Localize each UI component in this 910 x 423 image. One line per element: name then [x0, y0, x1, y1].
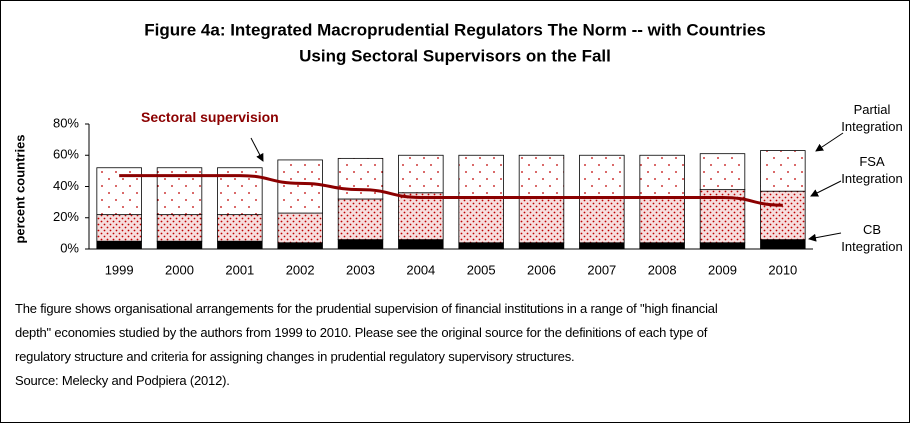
x-tick-label: 2001: [225, 262, 254, 277]
bar-segment: [398, 154, 444, 194]
x-tick-label: 2000: [165, 262, 194, 277]
y-tick-label: 20%: [53, 209, 79, 224]
bar-segment: [579, 242, 625, 250]
note: regulatory structure and criteria for as…: [15, 349, 575, 364]
x-tick-label: 2002: [286, 262, 315, 277]
note: depth" economies studied by the authors …: [15, 325, 708, 340]
x-tick-label: 2009: [708, 262, 737, 277]
x-tick-label: 1999: [105, 262, 134, 277]
bar-segment: [639, 242, 685, 250]
bar-segment: [639, 154, 685, 198]
chart-title: Figure 4a: Integrated Macroprudential Re…: [144, 20, 766, 39]
note: The figure shows organisational arrangem…: [15, 301, 718, 316]
bar-segment: [337, 157, 384, 200]
x-tick-label: 2005: [467, 262, 496, 277]
bar-segment: [217, 240, 263, 250]
bar-segment: [579, 154, 625, 198]
line-series: [119, 174, 783, 207]
x-tick-label: 2007: [587, 262, 616, 277]
bar-segment: [96, 240, 142, 250]
arrow: [250, 137, 264, 162]
x-tick-label: 2010: [768, 262, 797, 277]
source: Source: Melecky and Podpiera (2012).: [15, 373, 230, 388]
arrow: [810, 180, 842, 197]
x-tick-label: 2004: [406, 262, 435, 277]
bar-segment: [760, 239, 806, 250]
y-tick-label: 60%: [53, 147, 79, 162]
bar-segment: [398, 192, 444, 241]
y-axis-label: percent countries: [12, 134, 27, 243]
arrow: [815, 132, 844, 152]
chart-title: Using Sectoral Supervisors on the Fall: [299, 46, 611, 65]
series-label: FSA Integration: [841, 154, 903, 186]
series-label: Partial Integration: [841, 102, 903, 134]
bar-segment: [760, 150, 806, 192]
y-tick-label: 80%: [53, 115, 79, 130]
arrow: [808, 232, 842, 242]
bar-segment: [398, 239, 444, 250]
bar-segment: [458, 154, 504, 198]
bar-segment: [639, 197, 685, 244]
bar-segment: [337, 239, 384, 250]
bar-segment: [518, 154, 565, 198]
bar-segment: [277, 242, 323, 250]
y-tick-label: 40%: [53, 178, 79, 193]
bar-segment: [458, 197, 504, 244]
bar-segment: [277, 159, 323, 214]
bar-segment: [518, 197, 565, 244]
bar-segment: [458, 242, 504, 250]
x-tick-label: 2008: [648, 262, 677, 277]
bar-segment: [518, 242, 565, 250]
bar-segment: [156, 214, 203, 242]
bar-segment: [337, 198, 384, 241]
bar-segment: [156, 240, 203, 250]
y-tick-label: 0%: [60, 240, 79, 255]
bar-segment: [96, 214, 142, 242]
x-tick-label: 2003: [346, 262, 375, 277]
bar-segment: [699, 153, 746, 191]
x-tick-label: 2006: [527, 262, 556, 277]
bar-segment: [579, 197, 625, 244]
bar-segment: [217, 214, 263, 242]
bar-segment: [699, 242, 746, 250]
bar-segment: [277, 212, 323, 244]
line-label: Sectoral supervision: [141, 109, 279, 125]
series-label: CB Integration: [841, 222, 903, 254]
bar-segment: [760, 190, 806, 241]
